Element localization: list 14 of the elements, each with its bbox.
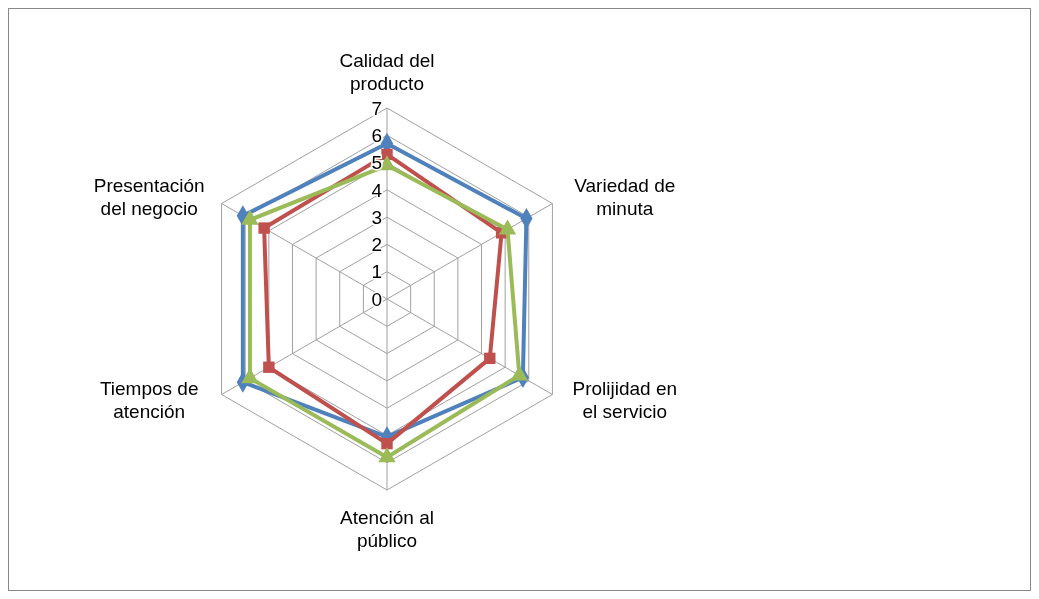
spoke-label: Variedad de minuta bbox=[574, 175, 676, 219]
y-tick-label: 6 bbox=[371, 124, 382, 146]
y-tick-label: 4 bbox=[371, 179, 383, 201]
spoke-label: Calidad del producto bbox=[339, 50, 435, 94]
y-tick-label: 5 bbox=[371, 152, 382, 174]
y-tick-label: 3 bbox=[371, 206, 382, 228]
y-tick-label: 0 bbox=[371, 288, 382, 310]
spoke-label: Prolijidad en el servicio bbox=[572, 378, 678, 422]
y-tick-label: 2 bbox=[371, 234, 382, 256]
y-tick-label: 1 bbox=[371, 261, 382, 283]
y-tick-label: 7 bbox=[371, 97, 382, 119]
spoke-label: Atención al público bbox=[339, 507, 435, 551]
spoke-label: Tiempos de atención bbox=[99, 378, 199, 422]
spoke-label: Presentación del negocio bbox=[93, 175, 205, 219]
